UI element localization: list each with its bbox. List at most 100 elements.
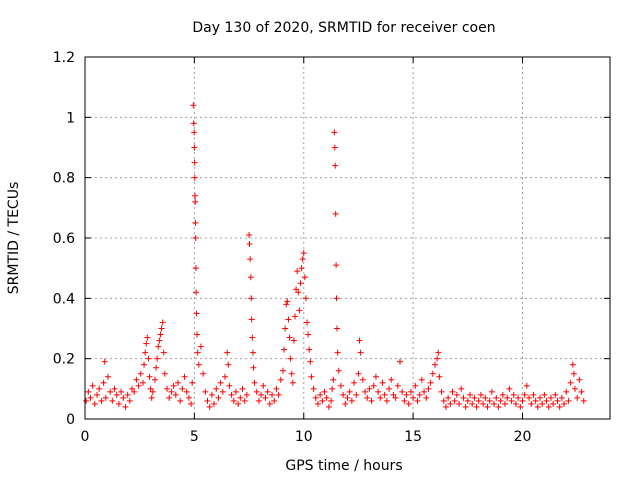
data-point	[102, 394, 109, 401]
data-point	[189, 379, 196, 386]
data-point	[170, 382, 177, 389]
data-point	[442, 403, 449, 410]
data-point	[91, 400, 98, 407]
data-point	[129, 385, 136, 392]
data-point	[368, 397, 375, 404]
data-point	[537, 394, 543, 401]
data-point	[284, 298, 291, 305]
data-point	[247, 274, 254, 281]
data-point	[319, 397, 326, 404]
y-tick-label: 1	[66, 110, 75, 126]
data-point	[486, 397, 493, 404]
data-point	[100, 379, 107, 386]
data-point	[246, 241, 253, 248]
data-point	[578, 388, 585, 395]
data-point	[228, 391, 235, 398]
data-point	[192, 198, 199, 205]
data-point	[528, 400, 535, 407]
data-point	[264, 388, 271, 395]
data-point	[362, 388, 368, 395]
data-point	[194, 349, 201, 356]
data-point	[435, 349, 442, 356]
data-point	[302, 295, 309, 302]
data-point	[266, 400, 273, 407]
data-point	[193, 289, 200, 296]
data-point	[146, 373, 153, 380]
data-point	[293, 286, 300, 293]
data-point	[139, 379, 146, 386]
data-point	[249, 334, 256, 341]
data-point	[335, 367, 342, 374]
data-point	[323, 394, 330, 401]
data-point	[232, 388, 239, 395]
data-point	[475, 397, 482, 404]
data-point	[230, 397, 237, 404]
data-point	[416, 391, 423, 398]
data-point	[547, 394, 554, 401]
data-point	[98, 397, 105, 404]
data-point	[248, 295, 255, 302]
data-point	[153, 364, 160, 371]
data-point	[258, 391, 265, 398]
data-point	[392, 394, 399, 401]
data-point	[285, 316, 292, 323]
data-point	[194, 331, 200, 338]
data-point	[333, 262, 340, 269]
data-point	[135, 382, 142, 389]
data-point	[480, 400, 487, 407]
data-point	[241, 397, 248, 404]
data-point	[89, 382, 96, 389]
data-point	[312, 394, 319, 401]
data-point	[330, 376, 337, 383]
data-point	[366, 385, 373, 392]
data-point	[434, 355, 441, 362]
data-point	[344, 394, 351, 401]
data-point	[191, 129, 198, 136]
data-point	[85, 388, 92, 395]
data-point	[314, 400, 321, 407]
data-point	[356, 337, 363, 344]
data-point	[517, 403, 524, 410]
data-point	[456, 400, 463, 407]
data-point	[200, 370, 207, 377]
x-tick-label: 15	[404, 429, 422, 445]
data-point	[375, 388, 382, 395]
data-point	[141, 361, 148, 368]
data-point	[246, 231, 253, 238]
data-point	[215, 394, 222, 401]
data-point	[301, 274, 308, 281]
data-point	[183, 388, 190, 395]
data-point	[296, 307, 303, 314]
data-point	[447, 400, 454, 407]
data-point	[288, 370, 295, 377]
data-point	[550, 400, 557, 407]
data-point	[243, 391, 250, 398]
data-point	[190, 120, 197, 127]
data-point	[523, 382, 530, 389]
data-point	[271, 397, 278, 404]
data-point	[111, 385, 118, 392]
data-point	[506, 385, 513, 392]
data-point	[208, 391, 215, 398]
data-point	[331, 129, 338, 136]
data-point	[317, 391, 324, 398]
data-point	[185, 394, 192, 401]
data-point	[379, 379, 386, 386]
data-point	[118, 388, 125, 395]
data-points	[83, 102, 587, 410]
data-point	[168, 388, 175, 395]
data-point	[515, 394, 522, 401]
data-point	[530, 391, 537, 398]
data-point	[351, 379, 358, 386]
data-point	[179, 385, 186, 392]
data-point	[161, 370, 168, 377]
data-point	[299, 256, 306, 263]
data-point	[275, 391, 282, 398]
data-point	[305, 331, 312, 338]
data-point	[381, 391, 388, 398]
data-point	[407, 388, 414, 395]
data-point	[279, 367, 286, 374]
y-axis-label: SRMTID / TECUs	[6, 182, 22, 295]
data-point	[399, 388, 406, 395]
